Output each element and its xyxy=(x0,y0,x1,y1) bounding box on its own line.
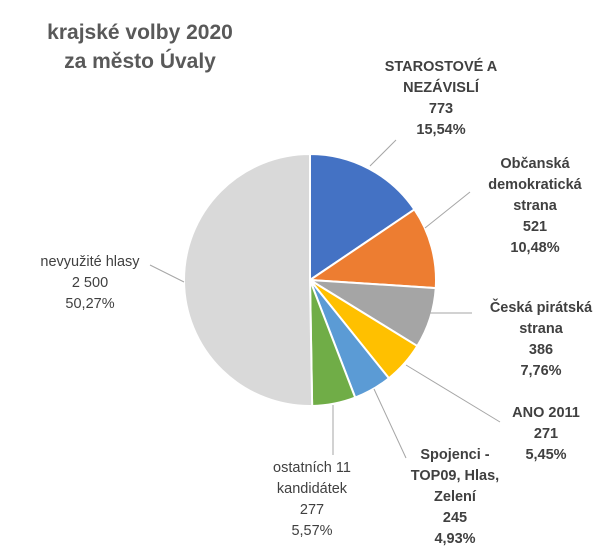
data-label-0-percent: 15,54% xyxy=(416,122,466,138)
data-label-0: STAROSTOVÉ A NEZÁVISLÍ 773 15,54% xyxy=(376,57,506,141)
data-label-3-value: 271 xyxy=(533,426,559,442)
data-label-3-name-0: ANO 2011 xyxy=(512,405,580,421)
data-label-4-name-0: Spojenci - xyxy=(420,447,490,463)
data-label-3-percent: 5,45% xyxy=(525,447,567,463)
pie-slice-1 xyxy=(307,208,437,290)
data-label-6-percent: 50,27% xyxy=(65,296,115,312)
pie-slice-6 xyxy=(183,152,314,407)
pie-slice-0 xyxy=(309,152,416,282)
leader-line-3 xyxy=(405,364,501,423)
chart-title: krajské volby 2020 za město Úvaly xyxy=(25,18,255,76)
chart-title-line-2: za město Úvaly xyxy=(64,50,216,73)
leader-line-1 xyxy=(424,191,471,229)
data-label-2-name-1: strana xyxy=(519,321,563,337)
data-label-5-name-0: ostatních 11 xyxy=(273,460,351,476)
data-label-5-name-1: kandidátek xyxy=(276,481,348,497)
data-label-4-percent: 4,93% xyxy=(434,531,476,547)
data-label-1-percent: 10,48% xyxy=(510,240,560,256)
chart-title-line-1: krajské volby 2020 xyxy=(47,21,233,44)
data-label-2: Česká pirátská strana 386 7,76% xyxy=(476,298,606,382)
data-label-5-percent: 5,57% xyxy=(291,523,333,539)
data-label-4: Spojenci - TOP09, Hlas, Zelení 245 4,93% xyxy=(400,445,510,550)
data-label-2-name-0: Česká pirátská xyxy=(489,300,593,316)
data-label-1-name-1: demokratická xyxy=(488,177,582,193)
leader-line-6 xyxy=(149,264,185,283)
data-label-1: Občanská demokratická strana 521 10,48% xyxy=(480,154,590,259)
leader-line-0 xyxy=(369,139,397,167)
data-label-5-value: 277 xyxy=(299,502,325,518)
data-label-6-name-0: nevyužité hlasy xyxy=(40,254,140,270)
data-label-4-name-2: Zelení xyxy=(434,489,476,505)
data-label-0-value: 773 xyxy=(428,101,454,117)
data-label-3: ANO 2011 271 5,45% xyxy=(506,403,586,466)
leader-line-4 xyxy=(373,388,407,459)
data-label-4-value: 245 xyxy=(442,510,468,526)
data-label-2-value: 386 xyxy=(528,342,554,358)
data-label-1-name-2: strana xyxy=(513,198,557,214)
data-label-1-name-0: Občanská xyxy=(500,156,570,172)
data-label-5: ostatních 11 kandidátek 277 5,57% xyxy=(262,458,362,542)
data-label-4-name-1: TOP09, Hlas, xyxy=(410,468,500,484)
data-label-6-value: 2 500 xyxy=(71,275,109,291)
data-label-0-name-1: NEZÁVISLÍ xyxy=(403,80,479,96)
data-label-0-name-0: STAROSTOVÉ A xyxy=(384,59,498,75)
data-label-1-value: 521 xyxy=(522,219,548,235)
data-label-2-percent: 7,76% xyxy=(520,363,562,379)
data-label-6: nevyužité hlasy 2 500 50,27% xyxy=(20,252,160,315)
